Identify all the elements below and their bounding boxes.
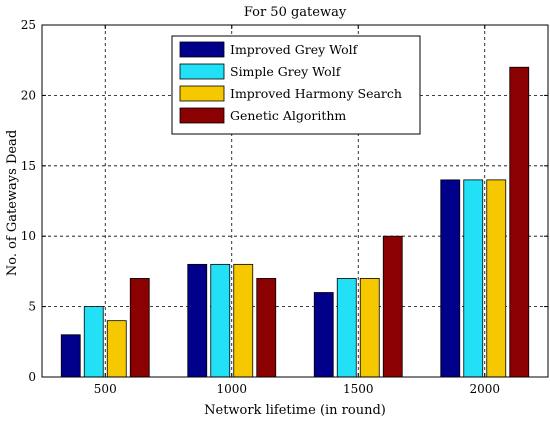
- bar: [509, 66, 530, 378]
- bar: [233, 263, 254, 378]
- x-axis-ticks: 500 1000 1500 2000: [94, 25, 500, 396]
- bar: [440, 179, 461, 378]
- x-tick-label: 500: [94, 382, 117, 396]
- bar: [83, 306, 104, 378]
- bars: [60, 66, 530, 378]
- plot-frame: [41, 24, 549, 378]
- bar: [187, 263, 208, 378]
- legend-label: Simple Grey Wolf: [230, 64, 342, 79]
- bar: [60, 334, 81, 378]
- x-tick-label: 1000: [216, 382, 247, 396]
- legend: Improved Grey Wolf Simple Grey Wolf Improv…: [171, 35, 421, 135]
- bar: [359, 278, 380, 378]
- legend-swatch: [179, 63, 225, 80]
- bar: [106, 320, 127, 378]
- x-tick-label: 2000: [469, 382, 500, 396]
- legend-swatch: [179, 41, 225, 58]
- bar: [129, 278, 150, 378]
- y-tick-label: 15: [21, 159, 36, 173]
- chart-title: For 50 gateway: [244, 5, 347, 20]
- bar: [486, 179, 507, 378]
- bar: [463, 179, 484, 378]
- y-tick-label: 25: [21, 18, 36, 32]
- legend-swatch: [179, 85, 225, 102]
- y-tick-label: 0: [28, 370, 36, 384]
- y-tick-label: 10: [21, 229, 36, 243]
- y-axis-title: No. of Gateways Dead: [5, 130, 20, 276]
- y-axis-ticks: 0 5 10 15 20 25: [21, 18, 548, 384]
- legend-label: Improved Harmony Search: [230, 86, 402, 101]
- bar: [313, 292, 334, 378]
- x-tick-label: 1500: [343, 382, 374, 396]
- y-tick-label: 5: [28, 300, 36, 314]
- bar: [256, 278, 277, 378]
- legend-label: Improved Grey Wolf: [230, 42, 359, 57]
- legend-swatch: [179, 107, 225, 124]
- legend-label: Genetic Algorithm: [230, 108, 346, 123]
- bar: [210, 263, 231, 378]
- x-axis-title: Network lifetime (in round): [204, 403, 386, 418]
- y-tick-label: 20: [21, 88, 36, 102]
- bar: [382, 235, 403, 378]
- bar: [336, 278, 357, 378]
